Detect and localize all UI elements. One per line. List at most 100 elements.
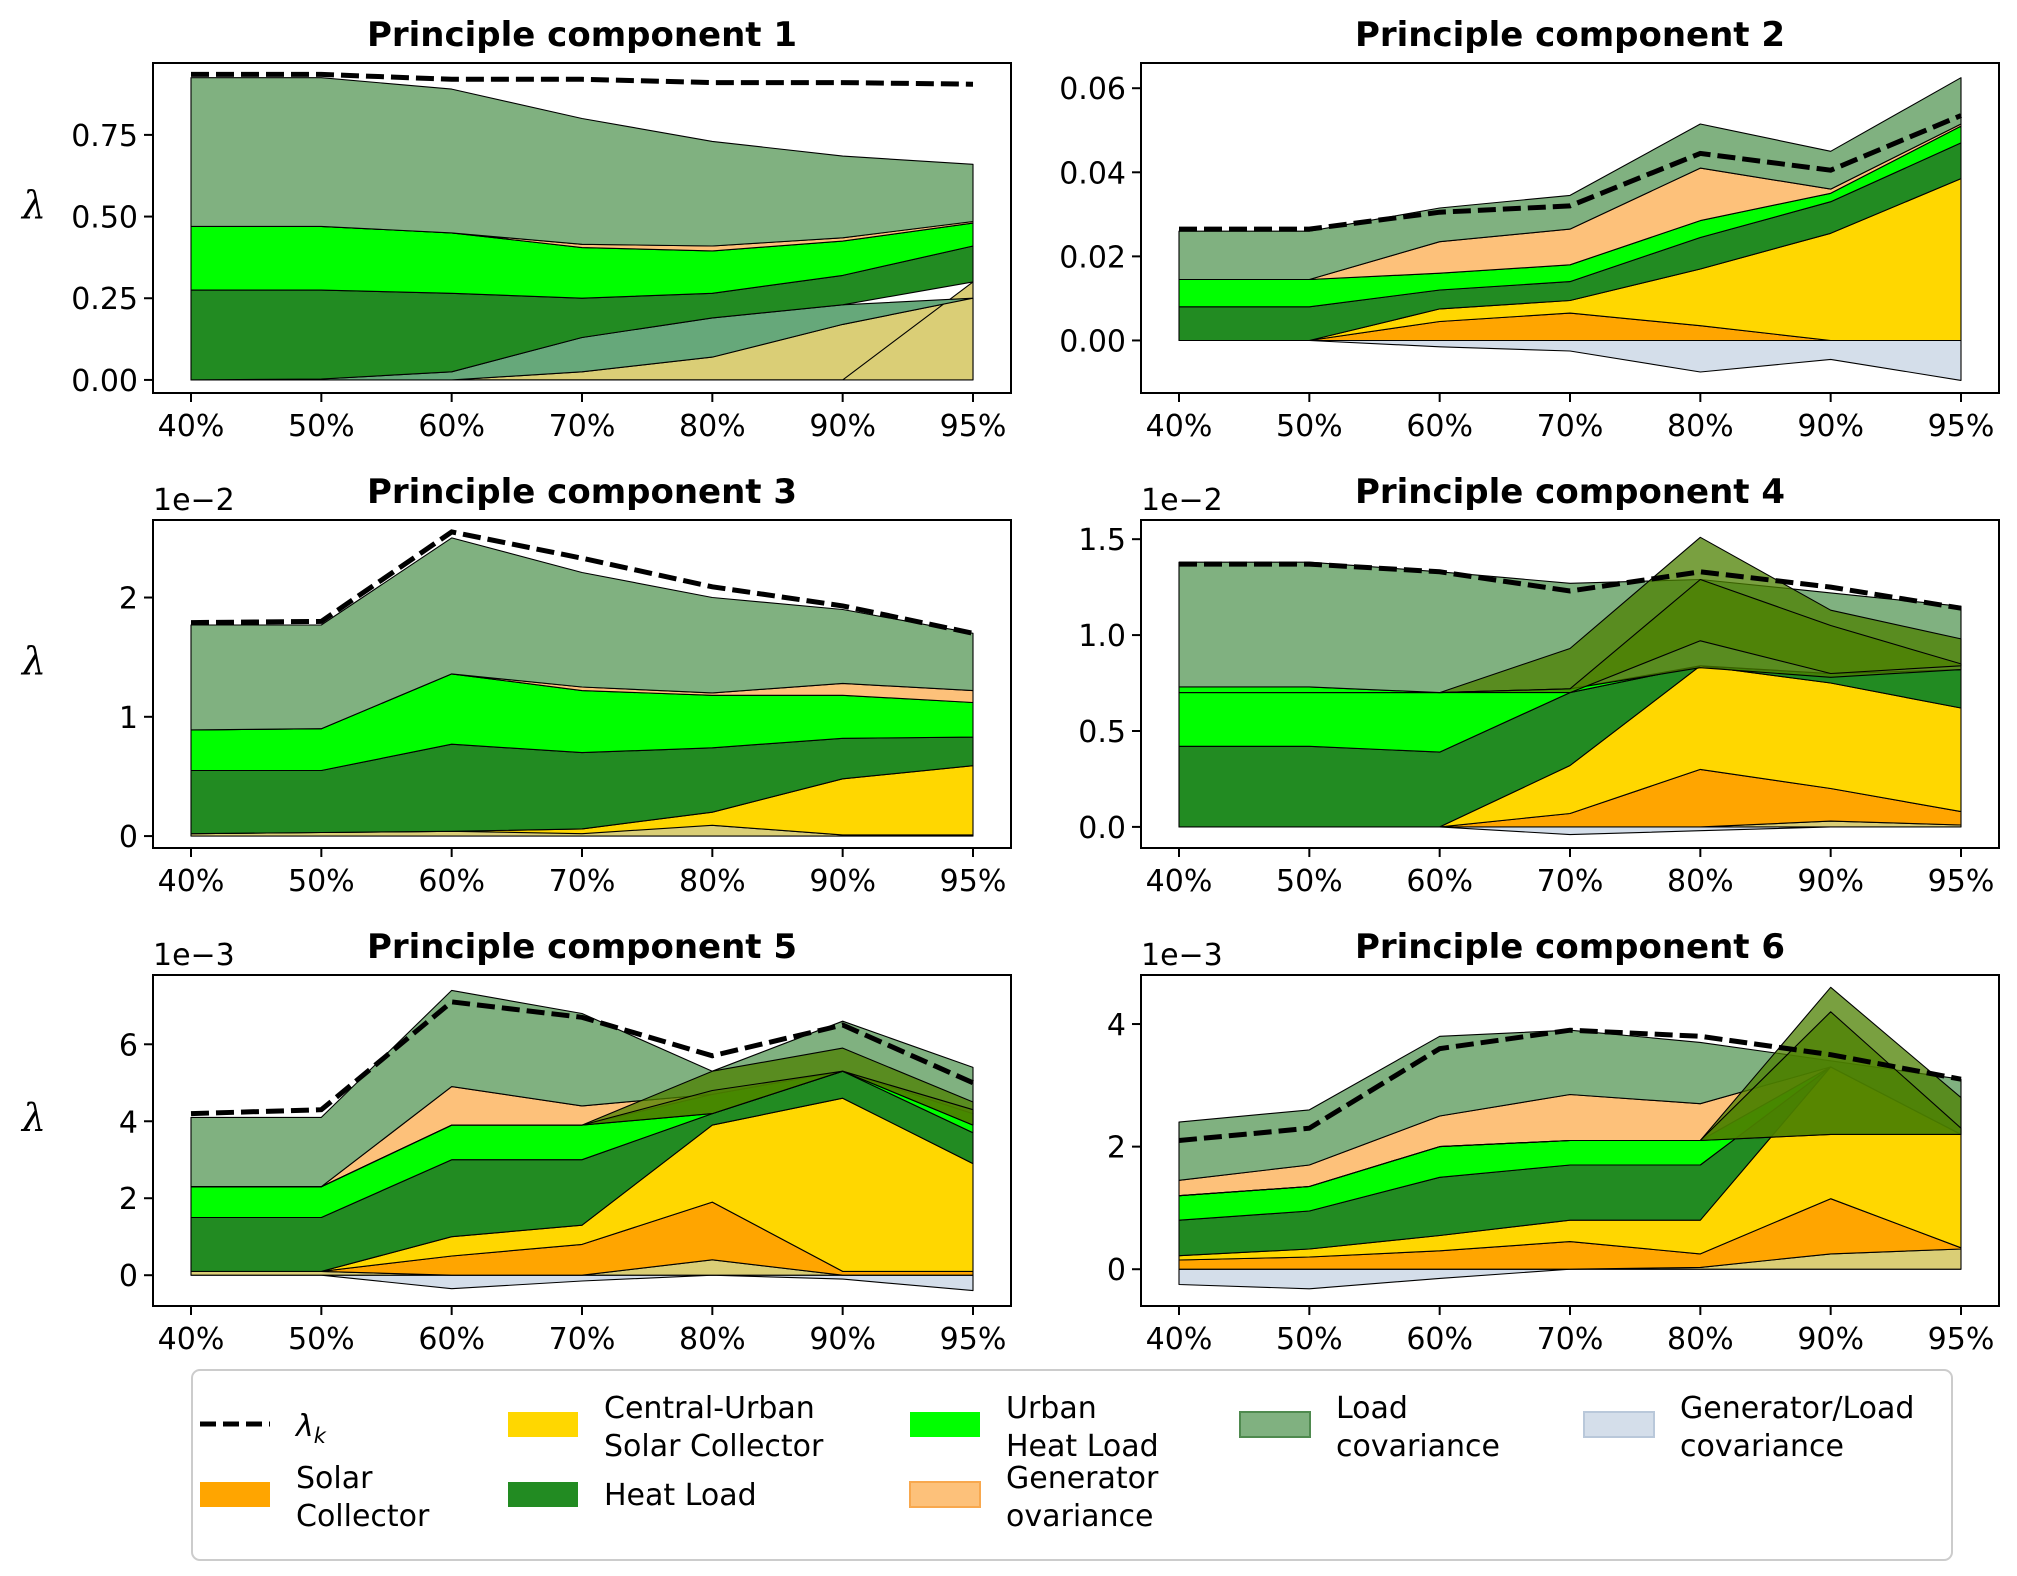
panel-2: 40% 50% 60% 70% 80% 90% 95% 0.00 0.02 0.04 0.06 Pri…: [1059, 15, 2000, 444]
x-tick-label: 40%: [1146, 409, 1213, 444]
legend-item-4: Heat Load: [508, 1478, 757, 1513]
y-axis-label: λ: [20, 1096, 46, 1140]
y-axis-label: λ: [20, 639, 46, 683]
y-tick-label: 0.00: [1059, 324, 1126, 359]
y-tick-label: 0: [119, 1259, 138, 1294]
y-tick-label: 0.02: [1059, 240, 1126, 275]
plot-area: [190, 529, 974, 837]
legend-handle: [910, 1412, 980, 1437]
area-band-1: [1178, 826, 1962, 836]
legend-label: covariance: [1336, 1429, 1500, 1464]
y-tick-label: 0.50: [71, 201, 138, 236]
y-tick-label: 1.0: [1078, 619, 1126, 654]
x-tick-label: 80%: [679, 864, 746, 899]
y-tick-label: 1.5: [1078, 523, 1126, 558]
legend-label: Collector: [296, 1499, 430, 1534]
legend-label: λk: [294, 1409, 327, 1448]
legend-label: Generator/Load: [1680, 1391, 1914, 1426]
plot-area: [190, 989, 975, 1292]
legend-label: Urban: [1006, 1391, 1097, 1426]
x-tick-label: 95%: [940, 864, 1007, 899]
plot-area: [1178, 77, 1962, 381]
x-tick-label: 95%: [1928, 864, 1995, 899]
x-tick-label: 50%: [1276, 864, 1343, 899]
panel-title: Principle component 6: [1355, 927, 1785, 967]
y-offset-label: 1e−3: [153, 938, 235, 973]
area-band-1: [1178, 1268, 1962, 1290]
legend-label: ovariance: [1006, 1499, 1154, 1534]
y-tick-label: 0.06: [1059, 72, 1126, 107]
y-offset-label: 1e−3: [1141, 938, 1223, 973]
legend-handle: [1239, 1411, 1311, 1438]
x-tick-label: 70%: [1537, 1322, 1604, 1357]
lambda-k-line: [1178, 1027, 1962, 1143]
panels: 40% 50% 60% 70% 80% 90% 95%0.000.250.500.75Pri…: [20, 15, 2000, 1357]
x-tick-label: 90%: [1797, 1322, 1864, 1357]
y-tick-label: 2: [1107, 1131, 1126, 1166]
y-tick-label: 2: [119, 1182, 138, 1217]
x-tick-label: 40%: [158, 1322, 225, 1357]
x-tick-label: 90%: [1797, 864, 1864, 899]
x-tick-label: 80%: [1667, 1322, 1734, 1357]
x-tick-label: 90%: [809, 1322, 876, 1357]
legend-handle: [200, 1482, 270, 1507]
y-axis-label: λ: [20, 183, 46, 227]
lambda-k-line: [190, 529, 974, 636]
legend-handle: [508, 1482, 578, 1507]
area-band-1: [1178, 339, 1962, 381]
y-tick-label: 0.5: [1078, 715, 1126, 750]
x-tick-label: 95%: [1928, 409, 1995, 444]
y-tick-label: 0.75: [71, 119, 138, 154]
area-band-10: [1178, 1011, 1962, 1197]
panel-title: Principle component 5: [367, 927, 797, 967]
x-tick-label: 95%: [1928, 1322, 1995, 1357]
y-tick-label: 0.00: [71, 364, 138, 399]
x-tick-label: 90%: [1797, 409, 1864, 444]
x-tick-label: 60%: [1406, 864, 1473, 899]
x-tick-label: 70%: [549, 409, 616, 444]
x-tick-label: 70%: [549, 864, 616, 899]
x-tick-label: 40%: [1146, 864, 1213, 899]
x-tick-label: 60%: [418, 864, 485, 899]
legend-frame: [191, 1369, 1953, 1561]
plot-area: [1178, 986, 1962, 1290]
legend-label: covariance: [1680, 1429, 1844, 1464]
lambda-k-line: [190, 999, 975, 1117]
panel-4: 40% 50% 60% 70% 80% 90% 95% 0.0 0.5 1.0 1.5 1e−2 Pri…: [1078, 472, 2000, 899]
area-band-9: [1178, 578, 1962, 694]
x-tick-label: 70%: [549, 1322, 616, 1357]
x-tick-label: 40%: [158, 864, 225, 899]
plot-area: [190, 71, 974, 381]
legend-label: Load: [1336, 1391, 1408, 1426]
x-tick-label: 60%: [1406, 409, 1473, 444]
legend-label: Solar Collector: [604, 1429, 824, 1464]
y-tick-label: 4: [119, 1105, 138, 1140]
x-tick-label: 60%: [1406, 1322, 1473, 1357]
y-tick-label: 1: [119, 701, 138, 736]
x-tick-label: 60%: [418, 1322, 485, 1357]
panel-title: Principle component 2: [1355, 15, 1785, 55]
x-tick-label: 50%: [288, 409, 355, 444]
y-tick-label: 4: [1107, 1008, 1126, 1043]
panel-3: 40% 50% 60% 70% 80% 90% 95% 0 1 2 1e−2 Principle co…: [20, 472, 1012, 899]
area-band-2: [190, 281, 974, 381]
x-tick-label: 90%: [809, 409, 876, 444]
y-tick-label: 0: [1107, 1253, 1126, 1288]
panel-title: Principle component 1: [367, 15, 797, 55]
y-offset-label: 1e−2: [1141, 483, 1223, 518]
panel-title: Principle component 3: [367, 472, 797, 512]
legend-label: Generator: [1006, 1461, 1159, 1496]
x-tick-label: 50%: [288, 864, 355, 899]
x-tick-label: 40%: [158, 409, 225, 444]
legend-label: Central-Urban: [604, 1391, 815, 1426]
area-band-6: [190, 537, 974, 731]
legend-handle: [1583, 1411, 1655, 1438]
y-tick-label: 0.0: [1078, 811, 1126, 846]
